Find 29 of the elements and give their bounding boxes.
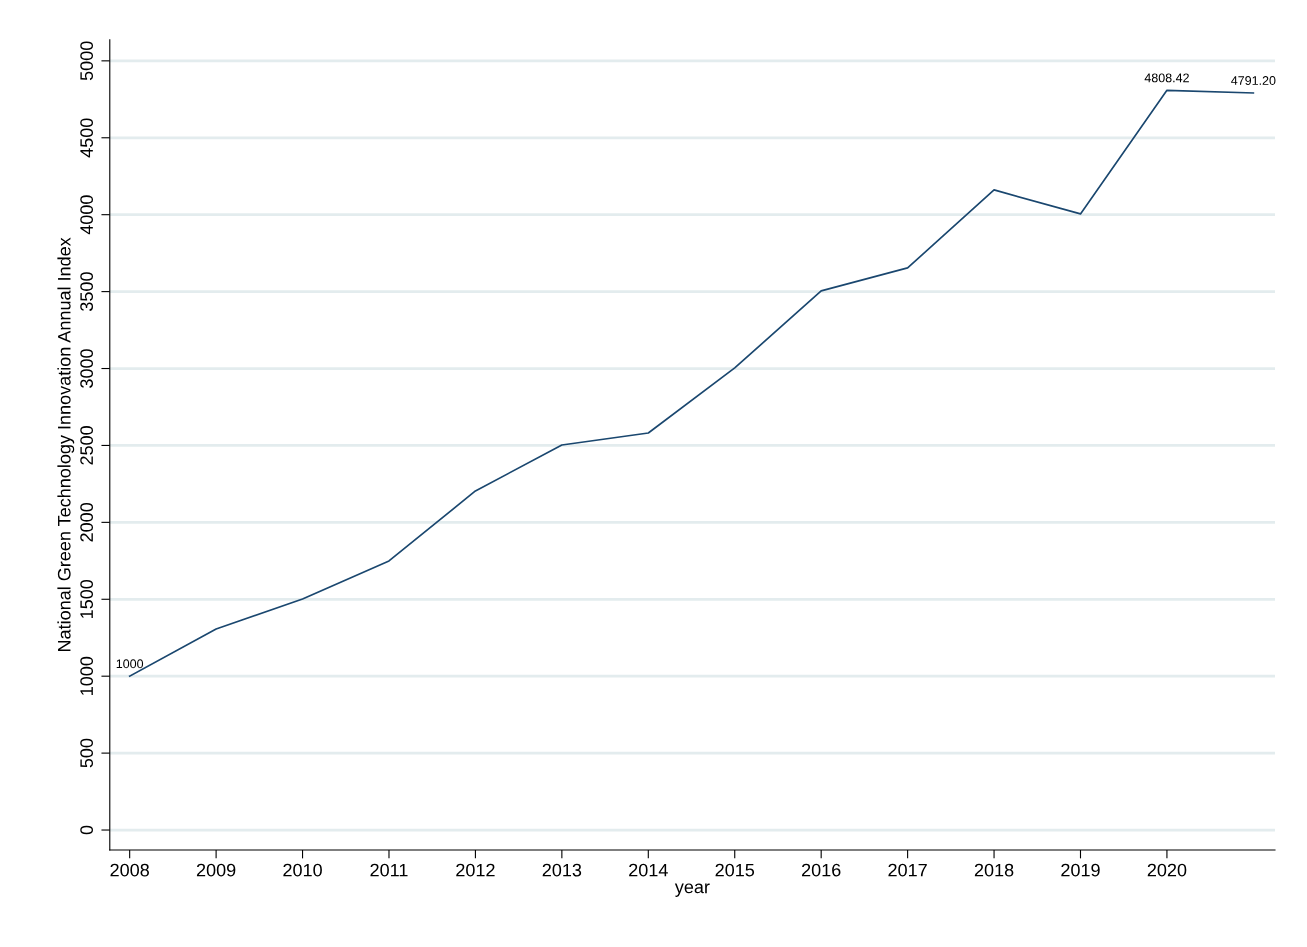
x-tick-label: 2013: [542, 863, 582, 877]
y-tick-label: 4500: [80, 118, 94, 158]
y-tick-label: 4000: [80, 195, 94, 235]
x-tick-label: 2017: [888, 863, 927, 877]
y-axis-title: National Green Technology Innovation Annual Index: [57, 237, 75, 652]
x-tick-label: 2014: [629, 863, 668, 877]
x-tick-label: 2018: [974, 863, 1014, 877]
x-tick-label: 2012: [456, 863, 495, 877]
data-label: 1000: [116, 659, 144, 669]
x-tick-label: 2008: [110, 863, 149, 877]
y-tick-label: 1000: [80, 656, 94, 695]
data-label: 4791.20: [1231, 76, 1276, 85]
y-tick-label: 0: [80, 825, 94, 835]
y-tick-label: 1500: [80, 579, 94, 618]
y-tick-label: 3500: [80, 272, 94, 311]
y-tick-label: 3000: [80, 349, 94, 388]
x-tick-label: 2016: [802, 863, 841, 877]
x-tick-label: 2019: [1061, 863, 1100, 877]
x-tick-label: 2010: [283, 863, 322, 877]
x-tick-label: 2009: [196, 863, 236, 877]
y-tick-label: 2000: [80, 502, 94, 542]
x-tick-label: 2015: [715, 863, 755, 877]
y-tick-label: 500: [80, 738, 94, 768]
y-tick-label: 2500: [80, 426, 94, 465]
x-tick-label: 2011: [370, 863, 408, 877]
y-tick-label: 5000: [80, 41, 94, 81]
x-axis-title: year: [674, 883, 710, 897]
x-tick-label: 2020: [1147, 863, 1187, 877]
data-label: 4808.42: [1144, 73, 1189, 83]
